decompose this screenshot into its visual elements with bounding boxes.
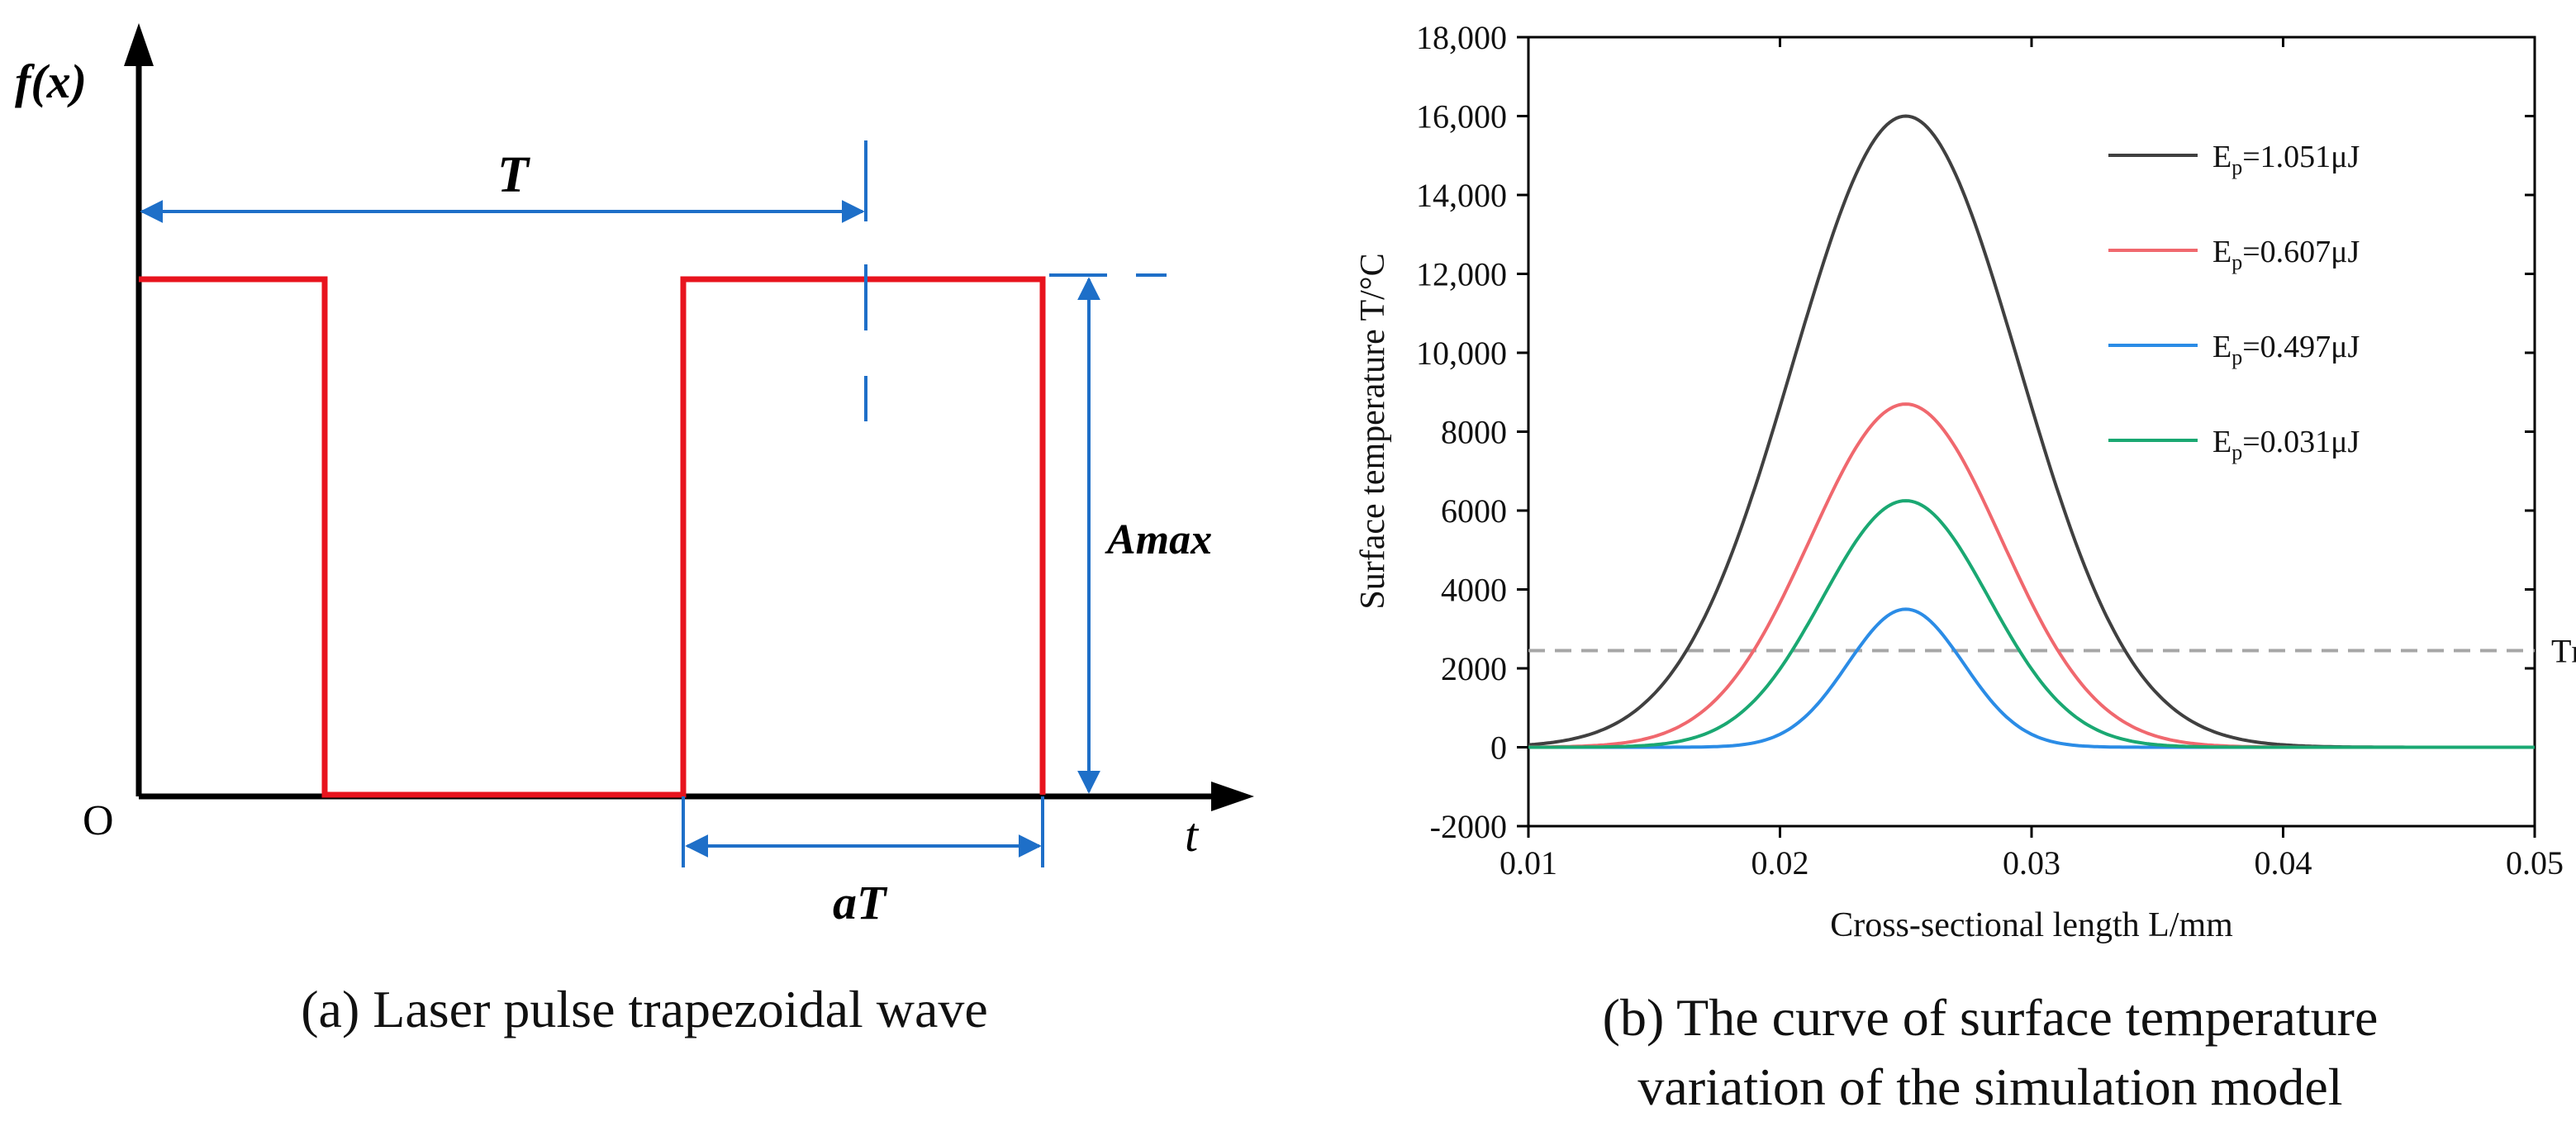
y-tick-label: 0 <box>1490 729 1507 767</box>
x-tick-label: 0.05 <box>2506 844 2564 882</box>
caption-a: (a) Laser pulse trapezoidal wave <box>301 980 988 1038</box>
y-tick-label: 6000 <box>1441 492 1507 530</box>
legend-label: Ep=1.051μJ <box>2212 140 2360 179</box>
plot-frame <box>1527 36 2536 828</box>
a-amplitude-label: Amax <box>1105 516 1212 563</box>
y-tick-label: 4000 <box>1441 572 1507 609</box>
a-x-axis-arrowhead <box>1211 782 1254 811</box>
y-tick-label: -2000 <box>1430 808 1507 845</box>
y-tick-label: 8000 <box>1441 414 1507 451</box>
a-origin-label: O <box>83 797 114 844</box>
a-period-label: T <box>497 147 530 203</box>
a-y-axis-arrowhead <box>124 23 154 66</box>
x-tick-label: 0.01 <box>1499 844 1557 882</box>
y-tick-label: 12,000 <box>1416 256 1507 293</box>
a-y-axis-label: f(x) <box>15 55 87 108</box>
series-group <box>1528 114 2535 749</box>
panel-a-pulse-wave: f(x) O t T Amax aT <box>15 23 1254 929</box>
series-line <box>1528 499 2535 749</box>
a-duty-label: aT <box>833 876 888 929</box>
x-tick-label: 0.04 <box>2255 844 2312 882</box>
panel-b-temperature-chart: 0.01 0.02 0.03 0.04 0.05 -2000 0 2000 4000 6000 80… <box>1354 19 2576 944</box>
y-tick-label: 2000 <box>1441 650 1507 687</box>
legend-label: Ep=0.607μJ <box>2212 235 2360 274</box>
series-line <box>1528 402 2535 749</box>
series-line <box>1528 114 2535 749</box>
legend: Ep=1.051μJ Ep=0.607μJ Ep=0.497μJ Ep=0.031μJ <box>2108 140 2360 464</box>
caption-b: (b) The curve of surface temperature var… <box>1404 983 2576 1122</box>
legend-label: Ep=0.497μJ <box>2212 330 2360 369</box>
y-tick-label: 18,000 <box>1416 19 1507 56</box>
x-axis-title: Cross-sectional length L/mm <box>1830 906 2233 944</box>
melting-point-label: Tm <box>2551 633 2576 670</box>
figure: f(x) O t T Amax aT 0.01 0.02 0.03 0.04 0.05 -… <box>15 19 2576 944</box>
x-tick-label: 0.02 <box>1751 844 1809 882</box>
x-tick-label: 0.03 <box>2003 844 2060 882</box>
axis-ticks: 0.01 0.02 0.03 0.04 0.05 -2000 0 2000 4000 6000 80… <box>1416 19 2564 882</box>
caption-b-line2: variation of the simulation model <box>1637 1057 2343 1116</box>
y-tick-label: 14,000 <box>1416 177 1507 214</box>
a-x-axis-label: t <box>1185 808 1200 862</box>
a-pulse-signal <box>139 276 1046 798</box>
y-axis-title: Surface temperature T/°C <box>1354 253 1392 609</box>
caption-b-line1: (b) The curve of surface temperature <box>1602 988 2379 1047</box>
legend-label: Ep=0.031μJ <box>2212 425 2360 464</box>
y-tick-label: 10,000 <box>1416 335 1507 372</box>
y-tick-label: 16,000 <box>1416 98 1507 135</box>
